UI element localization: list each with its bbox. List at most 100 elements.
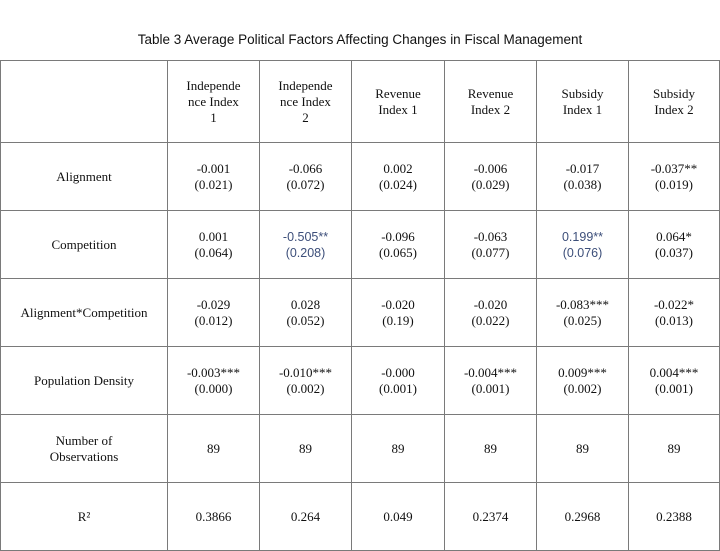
standard-error-value: (0.012) xyxy=(194,312,233,328)
standard-error-value: (0.022) xyxy=(471,312,510,328)
table-cell: -0.037** (0.019) xyxy=(628,142,720,211)
table-cell: -0.003*** (0.000) xyxy=(167,346,260,415)
table-cell: -0.020 (0.022) xyxy=(444,278,537,347)
table-cell: 0.009*** (0.002) xyxy=(536,346,629,415)
standard-error-value: (0.024) xyxy=(379,176,417,192)
coefficient-value: 0.264 xyxy=(290,508,321,524)
standard-error-value: (0.19) xyxy=(382,312,414,328)
coefficient-value: 89 xyxy=(391,440,405,456)
standard-error-value: (0.001) xyxy=(655,380,693,396)
coefficient-value: -0.083*** xyxy=(555,296,610,312)
table-cell: 89 xyxy=(167,414,260,483)
table-cell: -0.020 (0.19) xyxy=(351,278,445,347)
coefficient-value: 0.199** xyxy=(561,229,603,244)
header-row: Independe nce Index 1 Independe nce Inde… xyxy=(0,60,720,143)
table-cell: 89 xyxy=(536,414,629,483)
table-cell: 0.028 (0.052) xyxy=(259,278,352,347)
coefficient-value: -0.063 xyxy=(473,228,508,244)
table-cell: 0.002 (0.024) xyxy=(351,142,445,211)
coefficient-value: -0.037** xyxy=(650,160,698,176)
table-cell: 0.3866 xyxy=(167,482,260,551)
header-cell-independence-index-1: Independe nce Index 1 xyxy=(167,60,260,143)
table-row-number-of-observations: Number of Observations 89 89 89 89 89 89 xyxy=(0,414,720,483)
table-cell: -0.017 (0.038) xyxy=(536,142,629,211)
table-title: Table 3 Average Political Factors Affect… xyxy=(137,32,583,47)
table-cell: -0.063 (0.077) xyxy=(444,210,537,279)
table-body: Alignment -0.001 (0.021) -0.066 (0.072) 0.002… xyxy=(0,142,720,551)
coefficient-value: -0.505** xyxy=(282,229,329,244)
table-cell: 89 xyxy=(444,414,537,483)
coefficient-value: 0.001 xyxy=(198,228,229,244)
standard-error-value: (0.065) xyxy=(379,244,417,260)
standard-error-value: (0.001) xyxy=(471,380,510,396)
coefficient-value: -0.022* xyxy=(653,296,695,312)
coefficient-value: 0.028 xyxy=(290,296,321,312)
table-cell: -0.029 (0.012) xyxy=(167,278,260,347)
coefficient-value: 0.049 xyxy=(383,508,413,524)
coefficient-value: 0.2374 xyxy=(472,508,509,524)
row-label: Competition xyxy=(0,210,168,279)
header-cell-corner xyxy=(0,60,168,143)
coefficient-value: 0.009*** xyxy=(558,364,607,380)
table-cell: -0.505** (0.208) xyxy=(259,210,352,279)
table-cell: 0.264 xyxy=(259,482,352,551)
table-cell: 0.2388 xyxy=(628,482,720,551)
coefficient-value: -0.029 xyxy=(196,296,231,312)
header-cell-revenue-index-1: Revenue Index 1 xyxy=(351,60,445,143)
coefficient-value: -0.020 xyxy=(381,296,415,312)
header-cell-independence-index-2: Independe nce Index 2 xyxy=(259,60,352,143)
table-cell: -0.083*** (0.025) xyxy=(536,278,629,347)
standard-error-value: (0.001) xyxy=(379,380,417,396)
row-label: R² xyxy=(0,482,168,551)
table-cell: 0.001 (0.064) xyxy=(167,210,260,279)
standard-error-value: (0.052) xyxy=(286,312,325,328)
header-cell-revenue-index-2: Revenue Index 2 xyxy=(444,60,537,143)
coefficient-value: -0.001 xyxy=(196,160,231,176)
table-cell: 0.049 xyxy=(351,482,445,551)
standard-error-value: (0.076) xyxy=(562,245,603,260)
coefficient-value: 89 xyxy=(667,440,681,456)
standard-error-value: (0.021) xyxy=(194,176,233,192)
coefficient-value: -0.010*** xyxy=(278,364,333,380)
table-cell: 89 xyxy=(351,414,445,483)
coefficient-value: 0.3866 xyxy=(195,508,232,524)
standard-error-value: (0.019) xyxy=(655,176,693,192)
coefficient-value: 0.2968 xyxy=(564,508,601,524)
coefficient-value: 89 xyxy=(299,440,312,456)
standard-error-value: (0.002) xyxy=(286,380,325,396)
standard-error-value: (0.002) xyxy=(563,380,602,396)
table-cell: 0.2374 xyxy=(444,482,537,551)
table-cell: 0.004*** (0.001) xyxy=(628,346,720,415)
table-row-alignment: Alignment -0.001 (0.021) -0.066 (0.072) 0.002… xyxy=(0,142,720,211)
coefficient-value: -0.004*** xyxy=(463,364,518,380)
standard-error-value: (0.064) xyxy=(194,244,233,260)
table-row-alignment-competition: Alignment*Competition -0.029 (0.012) 0.028(… xyxy=(0,278,720,347)
coefficient-value: 0.004*** xyxy=(649,364,699,380)
coefficient-value: -0.006 xyxy=(473,160,508,176)
coefficient-value: 0.002 xyxy=(383,160,413,176)
coefficient-value: 0.2388 xyxy=(656,508,692,524)
coefficient-value: 89 xyxy=(576,440,589,456)
table-cell: -0.022* (0.013) xyxy=(628,278,720,347)
header-cell-subsidy-index-2: Subsidy Index 2 xyxy=(628,60,720,143)
table-cell: -0.096 (0.065) xyxy=(351,210,445,279)
standard-error-value: (0.077) xyxy=(471,244,510,260)
row-label: Alignment*Competition xyxy=(0,278,168,347)
standard-error-value: (0.000) xyxy=(194,380,233,396)
standard-error-value: (0.013) xyxy=(655,312,693,328)
coefficient-value: -0.003*** xyxy=(186,364,241,380)
coefficient-value: -0.020 xyxy=(473,296,508,312)
table-cell: -0.066 (0.072) xyxy=(259,142,352,211)
coefficient-value: -0.000 xyxy=(381,364,415,380)
standard-error-value: (0.037) xyxy=(655,244,693,260)
standard-error-value: (0.025) xyxy=(563,312,602,328)
table-cell: -0.006 (0.029) xyxy=(444,142,537,211)
coefficient-value: -0.066 xyxy=(288,160,323,176)
standard-error-value: (0.029) xyxy=(471,176,510,192)
table-row-competition: Competition 0.001 (0.064) -0.505** (0.208) -0… xyxy=(0,210,720,279)
table-cell: 0.2968 xyxy=(536,482,629,551)
table-cell: -0.000 (0.001) xyxy=(351,346,445,415)
table-cell: -0.004*** (0.001) xyxy=(444,346,537,415)
table-cell: 89 xyxy=(259,414,352,483)
coefficient-value: 0.064* xyxy=(656,228,692,244)
